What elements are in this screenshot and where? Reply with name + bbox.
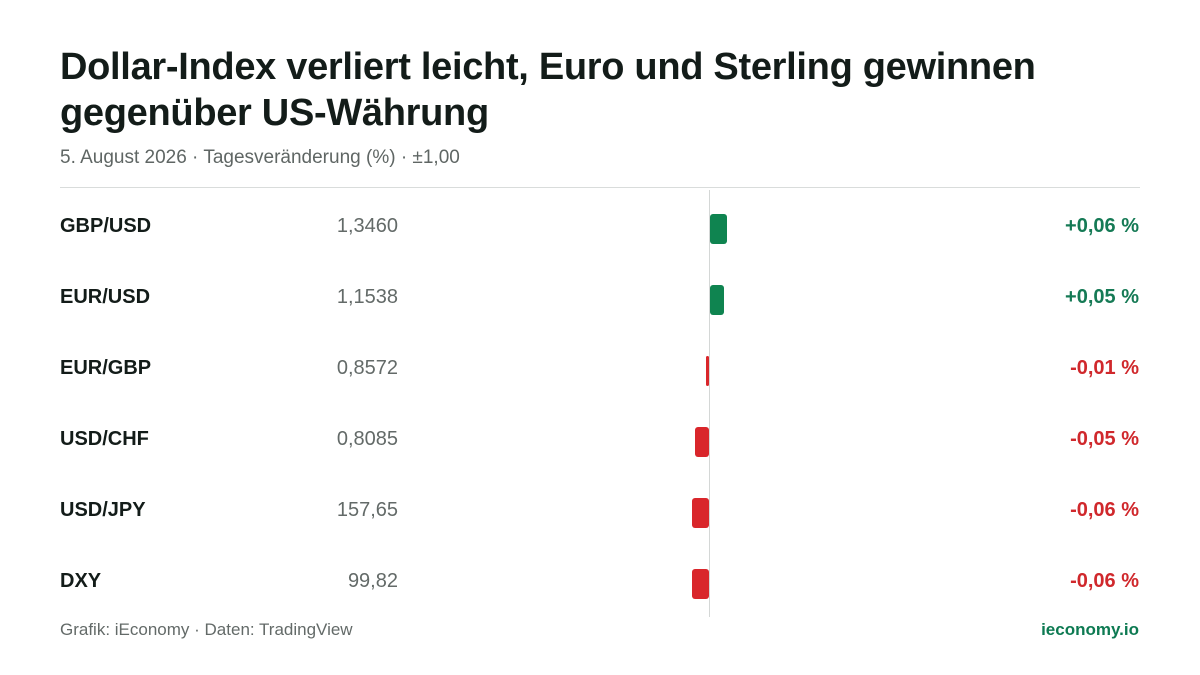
table-row: USD/JPY 157,65 -0,06 % xyxy=(0,475,1200,546)
pair-label: EUR/USD xyxy=(60,286,151,308)
brand-link[interactable]: ieconomy.io xyxy=(1041,620,1139,639)
table-row: EUR/USD 1,1538 +0,05 % xyxy=(0,262,1200,333)
pair-label: EUR/GBP xyxy=(60,357,152,379)
table-row: USD/CHF 0,8085 -0,05 % xyxy=(0,404,1200,475)
price-value: 0,8085 xyxy=(336,428,398,450)
pair-label: GBP/USD xyxy=(60,215,152,237)
pair-label: USD/CHF xyxy=(60,428,149,450)
change-label: -0,06 % xyxy=(1070,570,1139,592)
table-row: EUR/GBP 0,8572 -0,01 % xyxy=(0,333,1200,404)
change-label: -0,06 % xyxy=(1070,499,1139,521)
change-bar xyxy=(710,285,725,315)
chart-subtitle: 5. August 2026 · Tagesveränderung (%) · … xyxy=(60,147,460,168)
price-value: 157,65 xyxy=(336,499,398,521)
change-bar xyxy=(694,427,709,457)
change-bar xyxy=(710,214,727,244)
change-bar xyxy=(706,356,709,386)
pair-label: USD/JPY xyxy=(60,499,146,521)
change-bar xyxy=(692,498,709,528)
change-label: +0,06 % xyxy=(1065,215,1139,237)
source-note: Grafik: iEconomy · Daten: TradingView xyxy=(60,620,353,639)
price-value: 1,3460 xyxy=(336,215,398,237)
change-label: -0,05 % xyxy=(1070,428,1139,450)
change-label: -0,01 % xyxy=(1070,357,1139,379)
price-value: 99,82 xyxy=(347,570,398,592)
table-row: GBP/USD 1,3460 +0,06 % xyxy=(0,191,1200,262)
zero-axis-line xyxy=(709,190,710,617)
price-value: 1,1538 xyxy=(336,286,398,308)
header-divider xyxy=(60,187,1140,188)
price-value: 0,8572 xyxy=(336,357,398,379)
pair-label: DXY xyxy=(60,570,102,592)
change-bar xyxy=(692,569,709,599)
chart-title: Dollar-Index verliert leicht, Euro und S… xyxy=(60,46,1036,134)
table-row: DXY 99,82 -0,06 % xyxy=(0,546,1200,617)
change-label: +0,05 % xyxy=(1065,286,1139,308)
